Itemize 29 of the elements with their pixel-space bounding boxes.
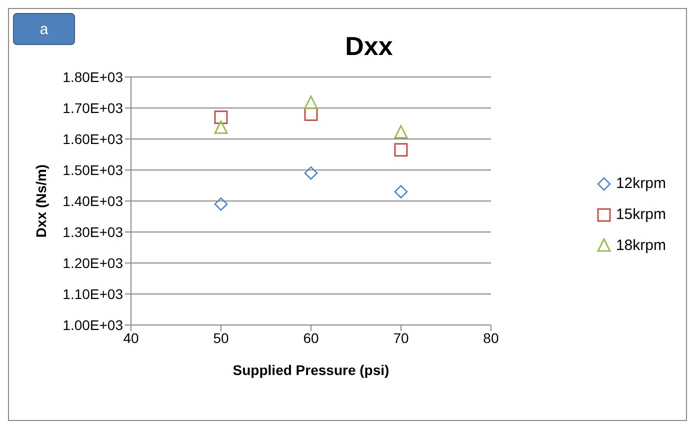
x-tick-label: 70 xyxy=(393,330,409,346)
y-tick-label: 1.60E+03 xyxy=(62,130,124,147)
point xyxy=(394,125,408,139)
text: a xyxy=(13,13,75,45)
x-axis-title: Supplied Pressure (psi) xyxy=(232,362,390,378)
point xyxy=(214,120,228,134)
y-tick-label: 1.70E+03 xyxy=(62,100,124,116)
legend-label: 18krpm xyxy=(616,237,666,254)
point xyxy=(304,96,318,110)
point xyxy=(214,197,228,211)
y-tick-label: 1.50E+03 xyxy=(62,162,124,178)
point xyxy=(394,185,408,198)
y-tick-label: 1.80E+03 xyxy=(62,68,124,85)
legend-label: 15krpm xyxy=(616,206,666,223)
x-tick-label: 40 xyxy=(123,330,139,346)
x-tick-label: 50 xyxy=(213,330,229,346)
x-tick-label: 80 xyxy=(483,330,499,346)
y-tick-label: 1.40E+03 xyxy=(62,192,124,209)
y-axis-title: Dxx (Ns/m) xyxy=(32,164,49,238)
y-tick-label: 1.30E+03 xyxy=(62,224,124,240)
point xyxy=(394,143,408,157)
y-tick-label: 1.20E+03 xyxy=(62,254,124,271)
legend-label: 12krpm xyxy=(616,175,666,192)
chart-title: Dxx xyxy=(344,31,394,62)
point xyxy=(304,166,318,180)
y-tick-label: 1.00E+03 xyxy=(62,316,124,333)
y-tick-label: 1.10E+03 xyxy=(62,286,124,302)
x-tick-label: 60 xyxy=(303,330,319,346)
point xyxy=(214,110,228,124)
